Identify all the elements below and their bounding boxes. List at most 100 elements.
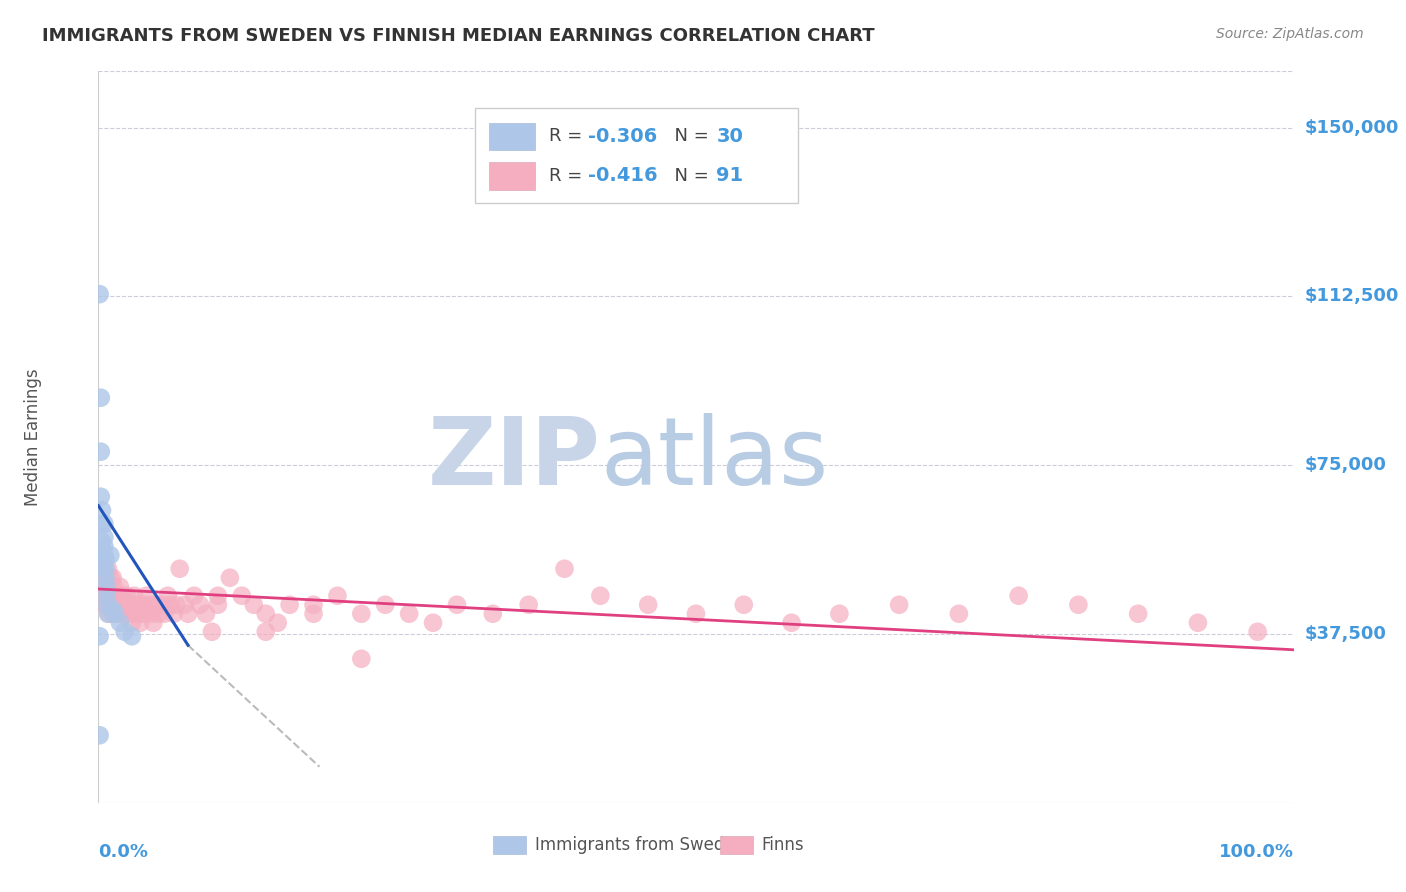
Text: R =: R = [548, 167, 588, 185]
Point [142, 615, 165, 630]
Point [104, 598, 127, 612]
Point [114, 624, 136, 639]
Point [481, 607, 505, 621]
Point [94, 553, 117, 567]
Point [90, 444, 112, 458]
Point [554, 562, 576, 576]
Point [91, 589, 114, 603]
Text: R =: R = [548, 128, 588, 145]
Point [125, 598, 148, 612]
Point [91, 516, 114, 531]
Point [219, 571, 242, 585]
Point [115, 607, 138, 621]
Point [120, 607, 142, 621]
Point [150, 598, 173, 612]
Text: -0.416: -0.416 [589, 167, 658, 186]
Point [91, 553, 114, 567]
Point [267, 615, 290, 630]
Point [124, 589, 146, 603]
Point [114, 598, 136, 612]
Point [91, 562, 114, 576]
Point [107, 598, 129, 612]
Point [733, 598, 755, 612]
Point [1187, 615, 1209, 630]
Point [91, 534, 114, 549]
Point [96, 580, 118, 594]
Point [422, 615, 444, 630]
Point [302, 598, 325, 612]
Point [89, 728, 111, 742]
Point [231, 589, 253, 603]
Point [254, 607, 277, 621]
Point [111, 607, 134, 621]
Point [889, 598, 911, 612]
Text: Source: ZipAtlas.com: Source: ZipAtlas.com [1216, 27, 1364, 41]
Point [173, 598, 195, 612]
Point [91, 580, 114, 594]
Point [101, 571, 124, 585]
Point [138, 598, 160, 612]
Point [94, 571, 117, 585]
Point [94, 562, 117, 576]
Point [101, 607, 124, 621]
Point [131, 598, 153, 612]
Point [94, 589, 117, 603]
Point [110, 598, 132, 612]
Point [108, 615, 131, 630]
Point [96, 598, 118, 612]
Point [107, 589, 129, 603]
Point [589, 589, 612, 603]
Text: N =: N = [662, 128, 714, 145]
Point [91, 503, 114, 517]
Point [94, 571, 117, 585]
Point [135, 589, 157, 603]
Point [97, 607, 120, 621]
Point [243, 598, 266, 612]
Point [103, 580, 125, 594]
Text: Finns: Finns [762, 836, 804, 855]
Point [96, 580, 118, 594]
Point [98, 548, 122, 562]
Point [117, 598, 139, 612]
Point [121, 629, 143, 643]
Point [112, 589, 135, 603]
Point [98, 571, 122, 585]
Point [948, 607, 970, 621]
Point [207, 589, 229, 603]
Point [97, 562, 120, 576]
Point [326, 589, 349, 603]
Point [177, 607, 200, 621]
Text: ZIP: ZIP [427, 413, 600, 505]
Point [163, 607, 186, 621]
Point [446, 598, 468, 612]
Bar [489, 162, 534, 190]
Point [1247, 624, 1270, 639]
FancyBboxPatch shape [475, 108, 797, 203]
Point [108, 580, 131, 594]
Text: $150,000: $150,000 [1305, 119, 1399, 136]
Point [183, 589, 205, 603]
Point [89, 287, 111, 301]
Point [90, 490, 112, 504]
Point [278, 598, 301, 612]
Point [374, 598, 396, 612]
Text: Immigrants from Sweden: Immigrants from Sweden [534, 836, 745, 855]
Point [93, 598, 115, 612]
Point [1128, 607, 1150, 621]
Point [517, 598, 540, 612]
Text: 0.0%: 0.0% [98, 843, 149, 861]
Text: N =: N = [662, 167, 714, 185]
Point [828, 607, 851, 621]
Point [637, 598, 659, 612]
Point [91, 571, 114, 585]
Point [1067, 598, 1090, 612]
Text: 91: 91 [716, 167, 744, 186]
Point [153, 607, 176, 621]
Point [129, 615, 152, 630]
Point [139, 607, 162, 621]
Point [98, 607, 121, 621]
Point [98, 598, 122, 612]
Point [121, 615, 143, 630]
Point [93, 516, 115, 531]
Point [207, 598, 229, 612]
